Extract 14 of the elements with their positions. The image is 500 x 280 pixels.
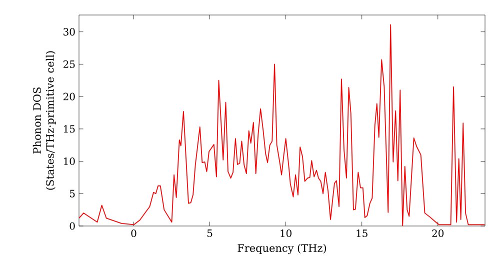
y-tick-label: 5 [70,190,75,198]
y-tick-label: 0 [70,222,75,230]
x-tick-label: 5 [207,230,212,237]
y-tick-label: 15 [64,125,75,133]
y-tick-label: 30 [64,28,75,36]
x-tick-label: 15 [356,230,368,238]
x-tick-label: 20 [432,230,444,238]
y-tick-label: 20 [63,92,75,100]
y-tick-label: 25 [63,60,75,68]
x-axis-title: Frequency (THz) [238,244,326,254]
x-tick-label: 10 [280,230,292,238]
y-axis-title: Phonon DOS (States/THz·primitive cell) [32,51,56,190]
y-tick-label: 10 [64,157,75,166]
x-tick-label: 0 [131,230,136,238]
